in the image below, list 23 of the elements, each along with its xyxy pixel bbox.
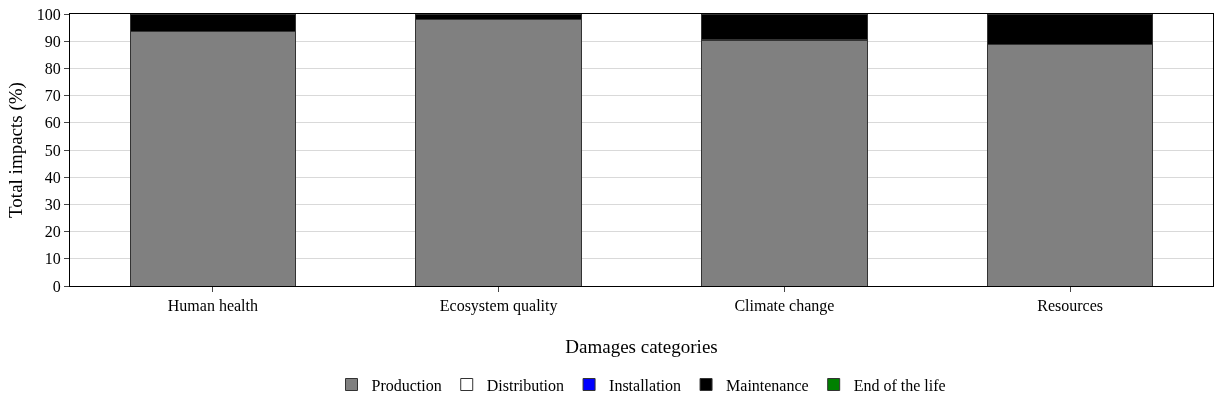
y-tick-label: 100: [36, 5, 61, 23]
legend-label: Maintenance: [726, 376, 809, 394]
x-tick-label: Climate change: [734, 297, 835, 316]
x-tick-label: Ecosystem quality: [439, 297, 558, 316]
legend-label: End of the life: [853, 376, 946, 394]
y-tick-label: 10: [44, 250, 61, 268]
y-tick-label: 60: [44, 114, 61, 132]
y-tick-label: 90: [44, 32, 61, 50]
y-tick-label: 70: [44, 87, 61, 105]
legend-label: Installation: [609, 376, 682, 394]
y-tick-label: 80: [44, 60, 61, 77]
x-axis-title: Damages categories: [565, 336, 718, 357]
y-tick-label: 30: [44, 196, 61, 213]
y-tick-label: 20: [44, 223, 61, 241]
y-tick-label: 50: [44, 141, 61, 159]
legend-label: Production: [371, 376, 442, 394]
y-tick-label: 40: [44, 168, 61, 186]
y-tick-label: 0: [52, 277, 61, 295]
legend-label: Distribution: [486, 376, 565, 394]
x-tick-label: Human health: [167, 297, 258, 315]
bar: [415, 19, 582, 286]
y-axis-title: Total impacts (%): [5, 82, 27, 218]
x-tick-label: Resources: [1037, 297, 1104, 315]
